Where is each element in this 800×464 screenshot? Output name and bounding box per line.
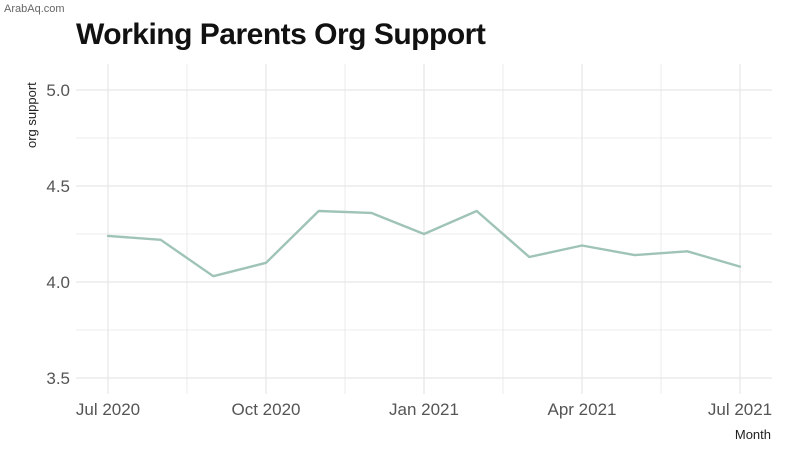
y-tick-labels: 3.5 4.0 4.5 5.0 <box>46 81 70 388</box>
x-tick-label: Oct 2020 <box>232 400 301 419</box>
x-tick-label: Jul 2021 <box>708 400 772 419</box>
chart-title: Working Parents Org Support <box>76 18 486 51</box>
x-tick-label: Jul 2020 <box>76 400 140 419</box>
y-tick-label: 5.0 <box>46 81 70 100</box>
x-axis-title: Month <box>735 427 771 442</box>
series-line <box>106 209 742 278</box>
series-layer <box>106 209 742 278</box>
watermark: ArabAq.com <box>4 3 65 15</box>
x-tick-label: Jan 2021 <box>389 400 459 419</box>
y-tick-label: 3.5 <box>46 369 70 388</box>
x-tick-labels: Jul 2020 Oct 2020 Jan 2021 Apr 2021 Jul 2021 <box>76 400 772 419</box>
y-tick-label: 4.5 <box>46 177 70 196</box>
y-tick-label: 4.0 <box>46 273 70 292</box>
x-tick-label: Apr 2021 <box>548 400 617 419</box>
grid-layer <box>76 64 772 394</box>
y-axis-title: org support <box>24 82 39 148</box>
